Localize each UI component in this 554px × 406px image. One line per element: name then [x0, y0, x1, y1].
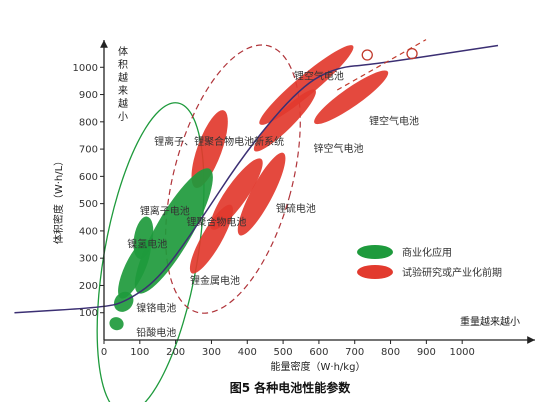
- x-tick-label: 100: [130, 347, 149, 358]
- future-trend-line: [336, 39, 427, 91]
- x-axis-title: 能量密度（W·h/kg）: [271, 360, 366, 373]
- y-tick-label: 200: [79, 281, 98, 292]
- y-direction-char: 越: [118, 97, 128, 110]
- x-tick-label: 900: [417, 347, 436, 358]
- x-tick-label: 200: [166, 347, 185, 358]
- y-tick-label: 500: [79, 199, 98, 210]
- y-tick-label: 400: [79, 226, 98, 237]
- region-label: 锂硫电池: [276, 202, 316, 215]
- x-tick-label: 0: [101, 347, 107, 358]
- region-label: 镍铬电池: [136, 301, 176, 314]
- region-label: 锂聚合物电池: [186, 215, 246, 228]
- y-tick-label: 100: [79, 308, 98, 319]
- research-region: [191, 110, 228, 189]
- y-tick-label: 1000: [73, 63, 98, 74]
- legend: 商业化应用 试验研究或产业化前期: [357, 245, 502, 279]
- research-region: [210, 158, 263, 230]
- x-tick-label: 300: [202, 347, 221, 358]
- region-label: 锂空气电池: [369, 115, 419, 128]
- future-trend-marker: [361, 49, 373, 61]
- y-direction-char: 体: [118, 46, 128, 58]
- y-direction-char: 越: [118, 71, 128, 84]
- y-tick-label: 800: [79, 117, 98, 128]
- region-label: 锂金属电池: [190, 274, 240, 287]
- legend-swatch-research: [357, 265, 393, 279]
- y-direction-char: 来: [118, 85, 128, 97]
- figure-caption: 图5 各种电池性能参数: [230, 380, 352, 395]
- y-tick-label: 900: [79, 90, 98, 101]
- legend-swatch-commercial: [357, 245, 393, 259]
- region-label: 锂离子电池: [140, 205, 190, 218]
- boundary-curve: [14, 44, 499, 314]
- region-label: 锂离子、锂聚合物电池新系统: [154, 135, 284, 148]
- research-region: [253, 89, 316, 152]
- research-region: [314, 70, 389, 125]
- x-tick-label: 800: [381, 347, 400, 358]
- commercial-region: [109, 317, 124, 331]
- future-trend-marker: [406, 47, 418, 60]
- x-tick-label: 700: [345, 347, 364, 358]
- y-axis-title: 体积密度（W·h/L）: [52, 156, 65, 244]
- legend-label-commercial: 商业化应用: [402, 246, 452, 259]
- region-label: 铅酸电池: [136, 326, 176, 339]
- y-tick-label: 700: [79, 145, 98, 156]
- commercial-region: [134, 168, 213, 294]
- region-label: 镍氢电池: [127, 237, 167, 250]
- region-label: 锌空气电池: [314, 142, 364, 155]
- x-tick-label: 1000: [449, 347, 474, 358]
- x-tick-label: 400: [238, 347, 257, 358]
- y-tick-label: 300: [79, 254, 98, 265]
- x-tick-label: 500: [274, 347, 293, 358]
- y-direction-char: 小: [118, 111, 128, 123]
- y-tick-label: 600: [79, 172, 98, 183]
- y-direction-char: 积: [118, 59, 128, 71]
- x-tick-label: 600: [309, 347, 328, 358]
- legend-label-research: 试验研究或产业化前期: [402, 266, 502, 279]
- lithium-system-range-outline: [165, 44, 301, 314]
- region-label: 锂空气电池: [294, 70, 344, 83]
- research-region: [237, 152, 286, 236]
- x-direction-label: 重量越来越小: [460, 315, 520, 328]
